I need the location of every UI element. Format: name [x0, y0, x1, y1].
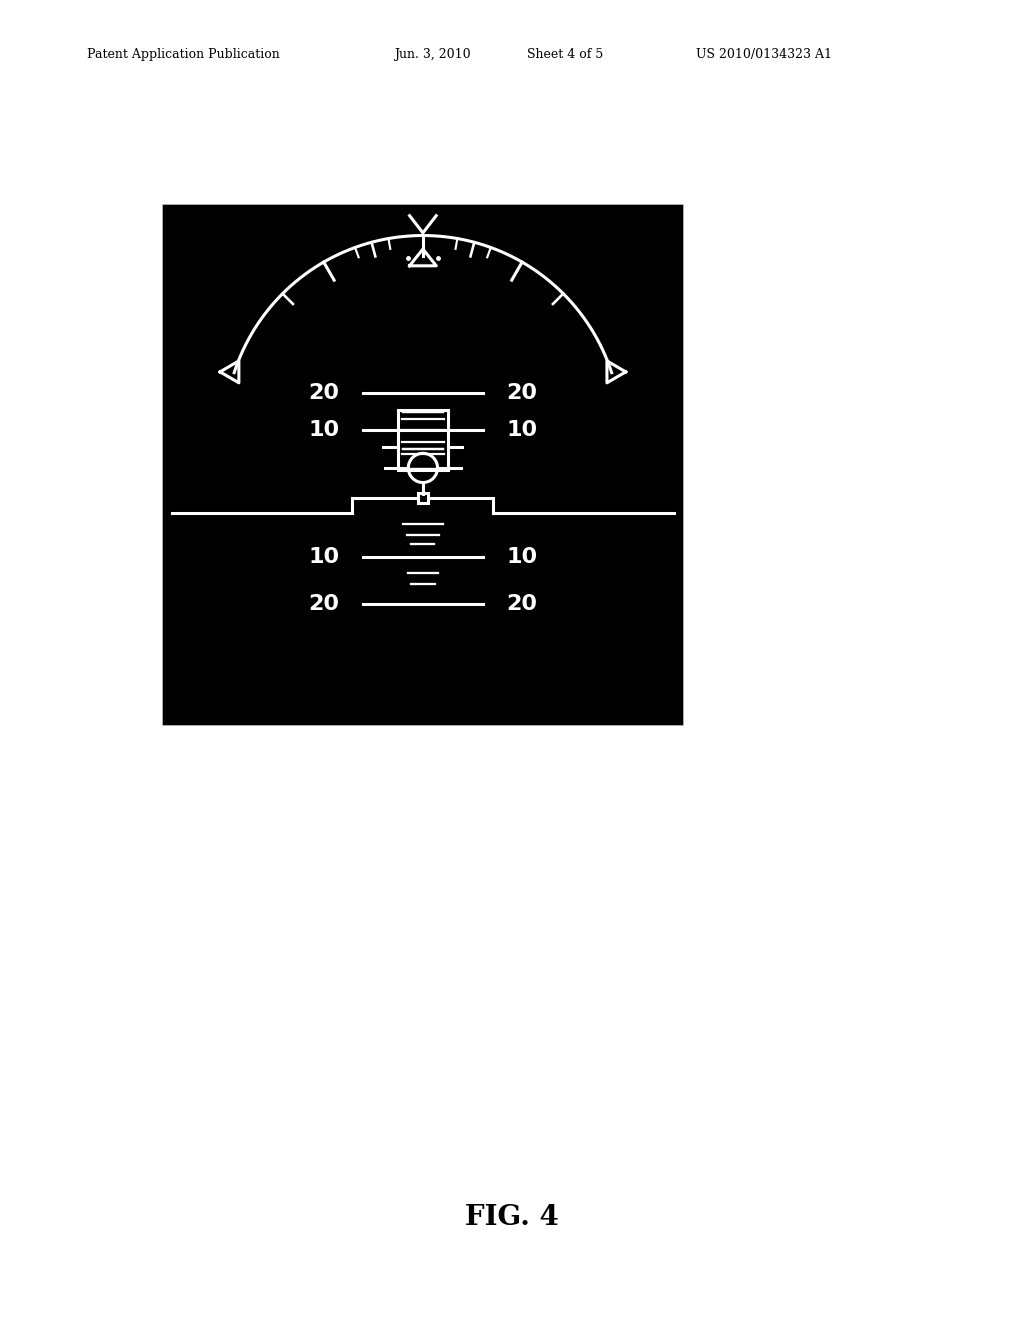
Text: 20: 20: [507, 383, 538, 403]
Text: 20: 20: [507, 594, 538, 614]
Text: Sheet 4 of 5: Sheet 4 of 5: [527, 48, 603, 61]
Text: 20: 20: [308, 594, 339, 614]
Bar: [418, 492, 428, 503]
Text: Jun. 3, 2010: Jun. 3, 2010: [394, 48, 471, 61]
Text: 20: 20: [308, 383, 339, 403]
Text: 10: 10: [308, 420, 339, 441]
Text: Patent Application Publication: Patent Application Publication: [87, 48, 280, 61]
Text: US 2010/0134323 A1: US 2010/0134323 A1: [696, 48, 833, 61]
Text: 10: 10: [507, 548, 538, 568]
Text: FIG. 4: FIG. 4: [465, 1204, 559, 1232]
Bar: [398, 409, 447, 470]
Text: 10: 10: [507, 420, 538, 441]
Text: 10: 10: [308, 548, 339, 568]
